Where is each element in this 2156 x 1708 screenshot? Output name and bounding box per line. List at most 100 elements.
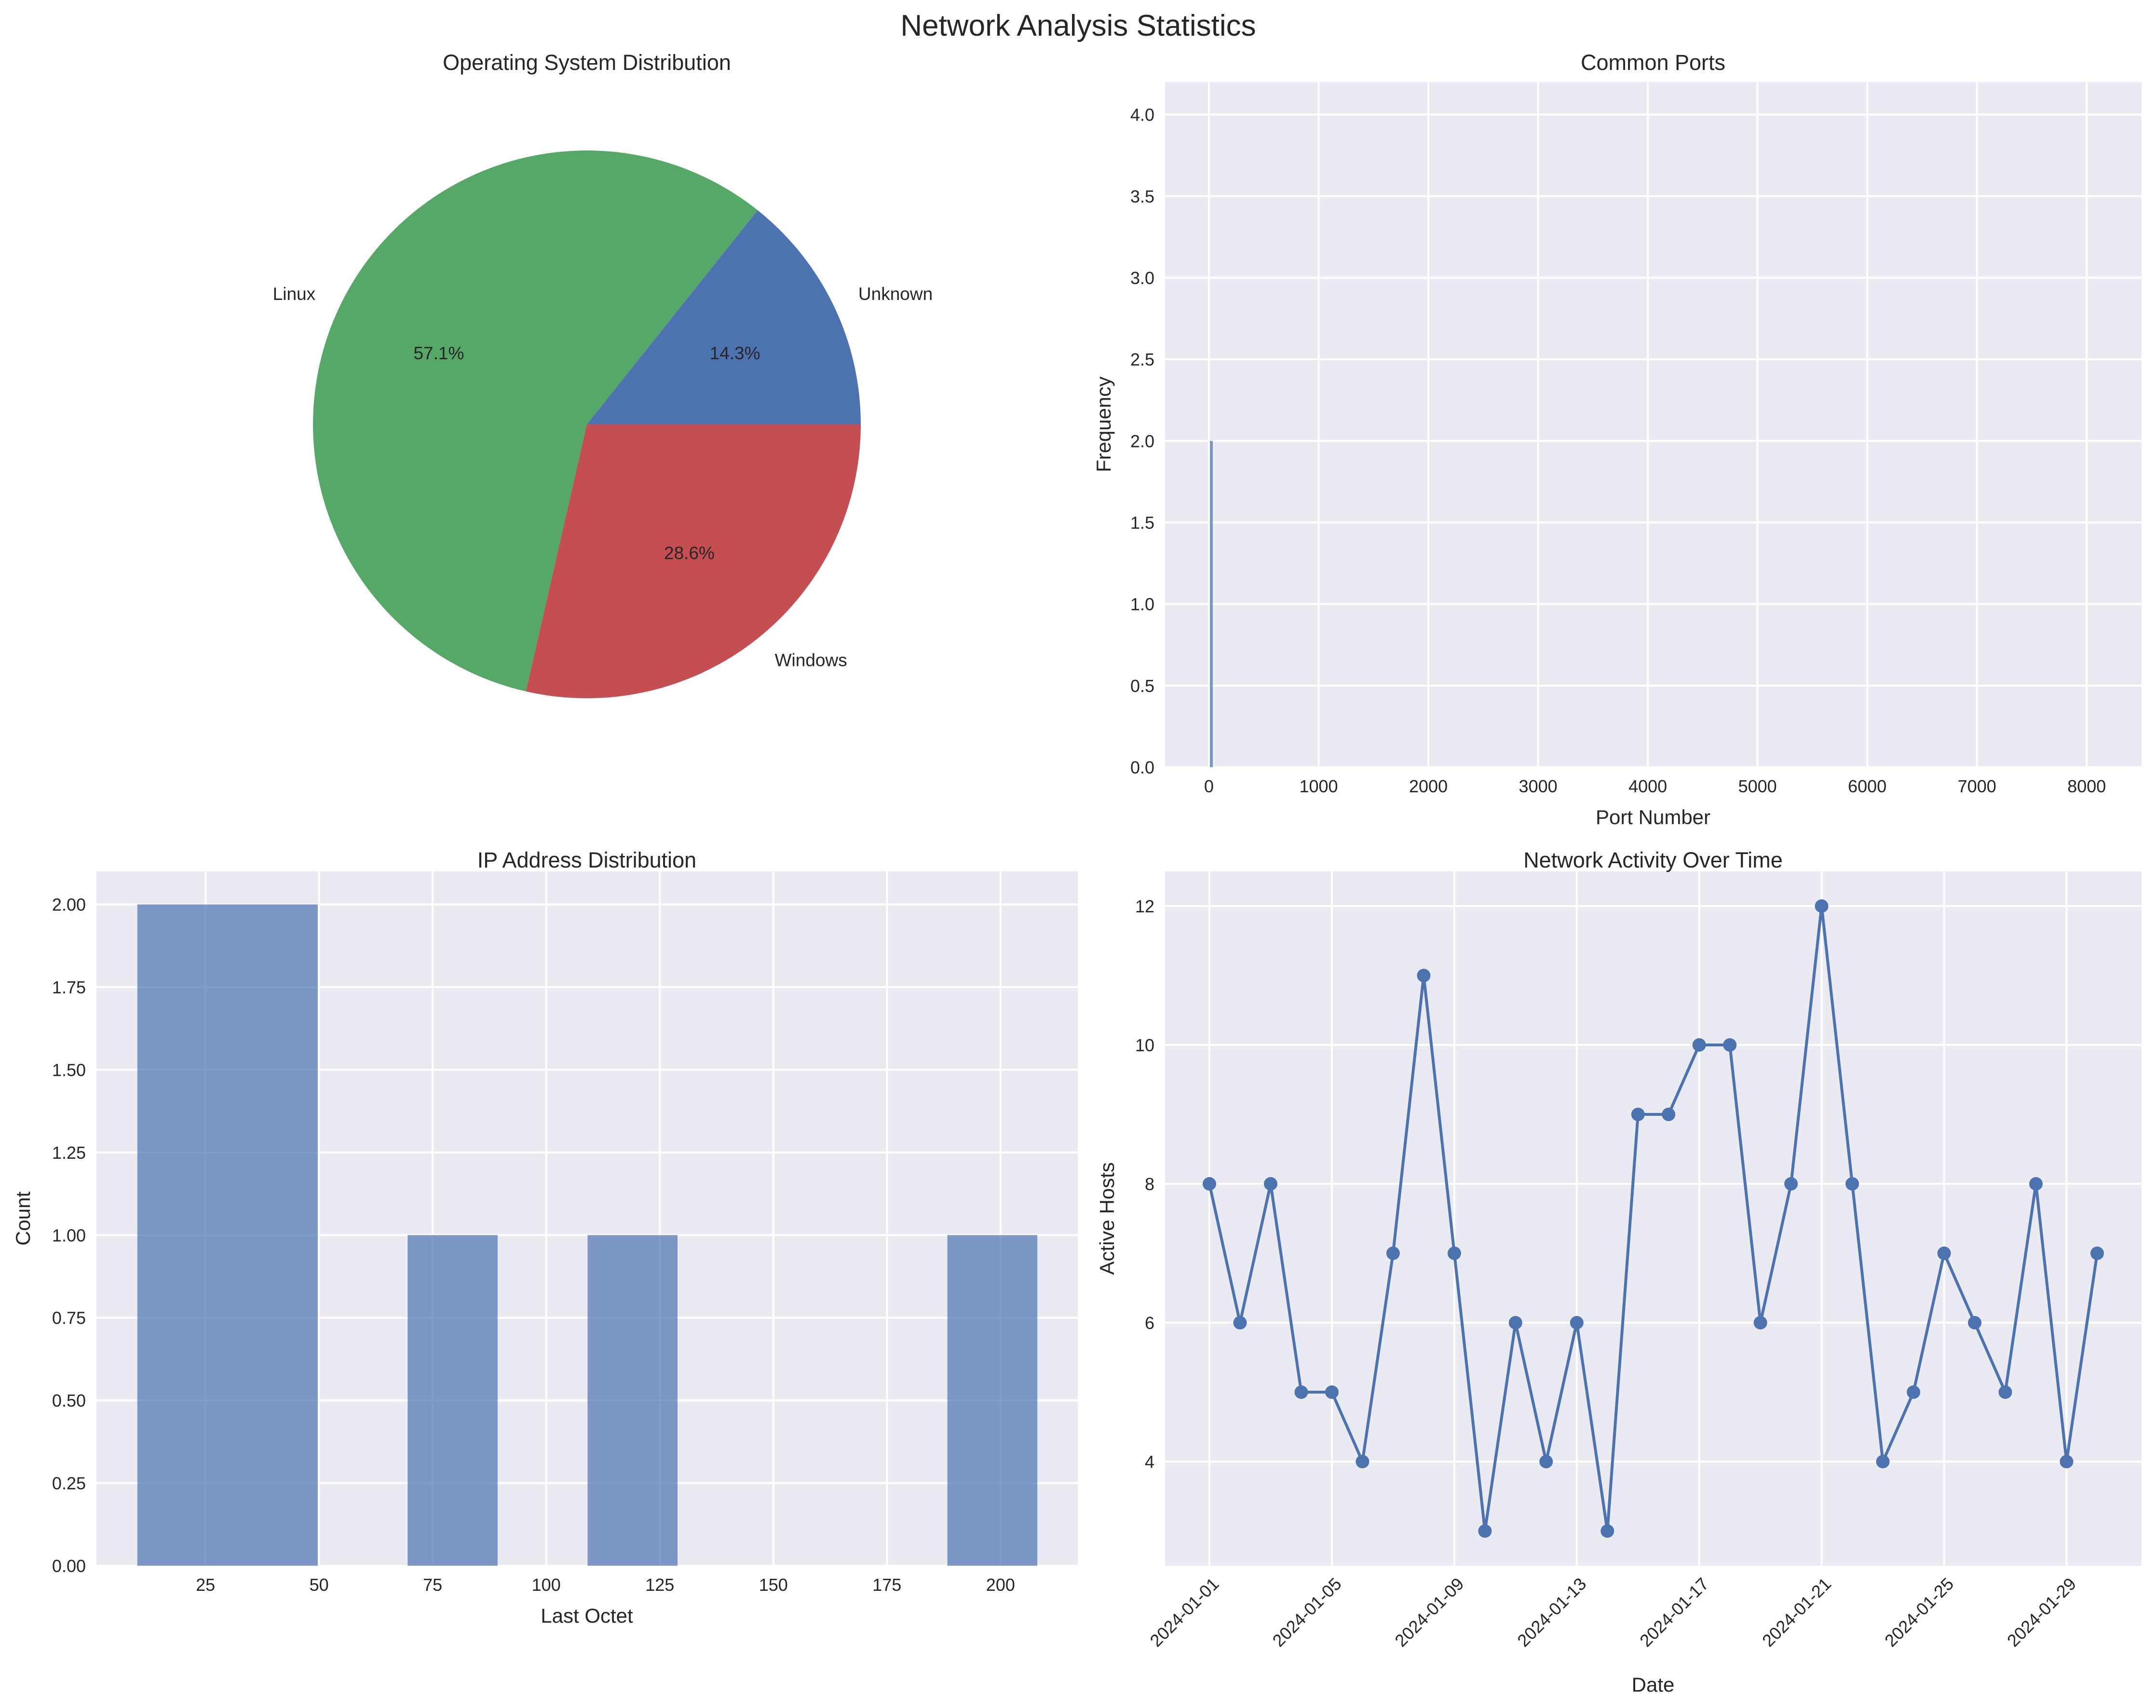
- activity-title: Network Activity Over Time: [1523, 848, 1783, 872]
- os-pie-title: Operating System Distribution: [443, 50, 731, 75]
- ip-tick-labels: 25 50 75 100 125 150 175 200 0.00 0.25 0.50 0.75 1.0…: [52, 895, 1015, 1595]
- activity-x-tick-label: 2024-01-25: [1881, 1574, 1957, 1651]
- ports-x-tick-label: 0: [1204, 776, 1214, 796]
- ip-x-tick-label: 75: [423, 1575, 442, 1595]
- activity-x-tick-label: 2024-01-29: [2003, 1574, 2080, 1651]
- ip-y-tick-label: 0.75: [52, 1308, 86, 1328]
- ip-x-tick-label: 25: [196, 1575, 215, 1595]
- ip-x-tick-label: 125: [645, 1575, 674, 1595]
- ports-x-tick-label: 7000: [1958, 776, 1996, 796]
- activity-point: [1203, 1177, 1216, 1191]
- ip-y-tick-label: 1.75: [52, 977, 86, 997]
- ports-y-tick-label: 3.0: [1130, 268, 1154, 288]
- activity-point: [1937, 1247, 1951, 1260]
- ports-bar: [1210, 441, 1213, 767]
- pie-slice-label: Linux: [273, 284, 316, 304]
- activity-line: [1208, 905, 2099, 1532]
- activity-point: [1907, 1385, 1921, 1399]
- activity-point: [1662, 1108, 1676, 1121]
- activity-point: [1386, 1247, 1400, 1260]
- ports-x-tick-label: 4000: [1628, 776, 1667, 796]
- ip-x-tick-label: 50: [310, 1575, 329, 1595]
- os-pie-labels: Unknown 14.3% Linux 57.1% Windows 28.6%: [273, 284, 933, 670]
- activity-point: [1264, 1177, 1277, 1191]
- activity-point: [1294, 1385, 1308, 1399]
- ports-x-tick-label: 3000: [1519, 776, 1558, 796]
- activity-point: [1753, 1316, 1767, 1329]
- activity-point: [1815, 899, 1829, 913]
- pie-percent-label: 57.1%: [413, 343, 464, 363]
- ports-tick-labels: 0 1000 2000 3000 4000 5000 6000 7000 8000 0.0 0.5 1…: [1130, 105, 2106, 796]
- ip-x-tick-label: 175: [872, 1575, 901, 1595]
- ip-x-tick-label: 200: [986, 1575, 1015, 1595]
- ports-y-tick-label: 4.0: [1130, 105, 1154, 125]
- pie-slice: [587, 210, 861, 424]
- ip-y-tick-label: 0.25: [52, 1474, 86, 1493]
- activity-point: [1478, 1524, 1492, 1538]
- ports-y-tick-label: 1.5: [1130, 513, 1154, 533]
- ports-plot-area: [1165, 82, 2142, 767]
- activity-chart: 2024-01-01 2024-01-05 2024-01-09 2024-01-13…: [1096, 848, 2142, 1696]
- pie-percent-label: 14.3%: [710, 343, 760, 363]
- activity-point: [2029, 1177, 2043, 1191]
- ports-x-tick-label: 6000: [1848, 776, 1886, 796]
- activity-y-tick-label: 6: [1145, 1313, 1154, 1333]
- pie-slice-label: Windows: [775, 651, 847, 670]
- pie-slice: [526, 424, 861, 699]
- figure-suptitle: Network Analysis Statistics: [900, 9, 1256, 42]
- ip-bar: [137, 904, 318, 1566]
- ports-x-tick-label: 5000: [1738, 776, 1777, 796]
- activity-point: [1723, 1038, 1737, 1052]
- ip-bar: [947, 1235, 1038, 1566]
- ip-y-axis-label: Count: [12, 1192, 34, 1246]
- os-pie-slices: [313, 150, 861, 699]
- activity-point: [1570, 1316, 1584, 1329]
- activity-point: [1845, 1177, 1859, 1191]
- activity-series: [1203, 899, 2104, 1538]
- ip-y-tick-label: 0.00: [52, 1556, 86, 1576]
- activity-point: [1784, 1177, 1798, 1191]
- ip-bars: [137, 904, 1038, 1566]
- ports-chart: 0 1000 2000 3000 4000 5000 6000 7000 8000 0.0 0.5 1…: [1092, 50, 2142, 828]
- activity-point: [1325, 1385, 1339, 1399]
- ports-y-tick-label: 2.0: [1130, 431, 1154, 451]
- activity-point: [1600, 1524, 1614, 1538]
- activity-y-tick-label: 12: [1135, 896, 1154, 916]
- ip-chart: 25 50 75 100 125 150 175 200 0.00 0.25 0.50 0.75 1.0…: [12, 848, 1078, 1627]
- ports-title: Common Ports: [1581, 50, 1725, 75]
- ports-y-tick-label: 1.0: [1130, 595, 1154, 614]
- activity-point: [1968, 1316, 1981, 1329]
- activity-point: [1233, 1316, 1247, 1329]
- activity-y-tick-label: 4: [1145, 1452, 1154, 1472]
- activity-x-tick-label: 2024-01-05: [1268, 1574, 1345, 1651]
- activity-point: [1417, 969, 1431, 982]
- ip-bar: [587, 1235, 678, 1566]
- activity-point: [2060, 1455, 2074, 1468]
- activity-y-tick-label: 10: [1135, 1035, 1154, 1055]
- ip-x-tick-label: 150: [759, 1575, 788, 1595]
- activity-x-tick-label: 2024-01-09: [1391, 1574, 1467, 1651]
- ports-y-tick-label: 3.5: [1130, 187, 1154, 206]
- activity-point: [1508, 1316, 1522, 1329]
- ports-x-tick-label: 2000: [1409, 776, 1448, 796]
- activity-point: [1356, 1455, 1370, 1468]
- ports-x-tick-label: 1000: [1299, 776, 1338, 796]
- activity-point: [2090, 1247, 2104, 1260]
- ip-x-axis-label: Last Octet: [541, 1604, 633, 1627]
- pie-slice-label: Unknown: [858, 284, 933, 304]
- pie-percent-label: 28.6%: [664, 543, 715, 563]
- ip-bar: [407, 1235, 498, 1566]
- ip-y-tick-label: 1.25: [52, 1143, 86, 1163]
- ports-y-axis-label: Frequency: [1092, 377, 1115, 472]
- ports-grid: [1165, 82, 2142, 768]
- ip-y-tick-label: 0.50: [52, 1391, 86, 1410]
- activity-point: [1539, 1455, 1553, 1468]
- ip-y-tick-label: 1.00: [52, 1225, 86, 1245]
- activity-x-tick-label: 2024-01-01: [1146, 1574, 1222, 1651]
- ports-y-tick-label: 0.0: [1130, 758, 1154, 777]
- pie-slice: [313, 150, 758, 691]
- ip-y-tick-label: 2.00: [52, 895, 86, 915]
- activity-point: [1998, 1385, 2012, 1399]
- ip-title: IP Address Distribution: [477, 848, 696, 872]
